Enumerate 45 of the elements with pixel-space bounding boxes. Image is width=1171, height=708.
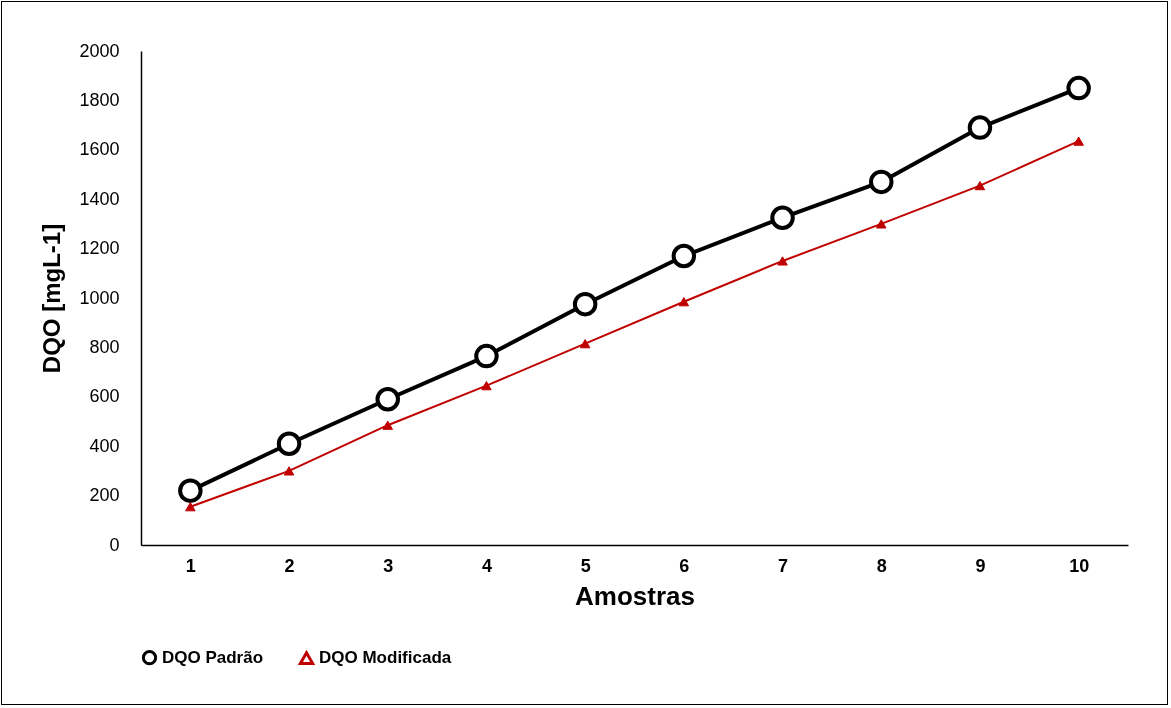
y-tick-label: 1400 xyxy=(79,188,120,209)
point xyxy=(178,478,203,503)
point xyxy=(474,343,499,369)
point xyxy=(579,339,591,349)
point xyxy=(1066,75,1091,101)
y-tick-label: 800 xyxy=(89,336,120,357)
y-tick-label: 1200 xyxy=(79,238,120,259)
point xyxy=(375,387,400,412)
y-tick-label: 1000 xyxy=(79,287,120,308)
x-tick-label: 10 xyxy=(1069,555,1090,576)
x-tick-label: 2 xyxy=(284,555,295,576)
point xyxy=(276,431,302,456)
point xyxy=(671,243,697,269)
x-tick-label: 6 xyxy=(679,555,690,576)
y-tick-label: 1600 xyxy=(79,139,120,160)
point xyxy=(967,115,993,140)
legend-label: DQO Padrão xyxy=(162,647,264,667)
point xyxy=(283,466,295,476)
y-tick-label: 1800 xyxy=(79,89,120,110)
y-tick-label: 2000 xyxy=(79,40,120,61)
point xyxy=(572,291,598,317)
point xyxy=(876,219,887,229)
x-tick-label: 9 xyxy=(975,555,986,576)
point xyxy=(869,169,894,195)
x-tick-label: 5 xyxy=(580,555,591,576)
point xyxy=(185,502,196,512)
x-axis-title: Amostras xyxy=(575,580,695,611)
y-tick-label: 0 xyxy=(109,534,120,555)
x-tick-label: 3 xyxy=(383,555,394,576)
x-tick-label: 4 xyxy=(481,555,492,576)
x-tick-label: 8 xyxy=(876,555,887,576)
y-axis-title: DQO [mgL-1] xyxy=(38,223,66,374)
point xyxy=(1073,136,1084,146)
legend-label: DQO Modificada xyxy=(319,648,452,668)
point xyxy=(777,256,788,266)
x-tick-label: 1 xyxy=(185,555,196,576)
y-tick-label: 600 xyxy=(89,386,120,407)
point xyxy=(770,205,795,230)
point xyxy=(481,381,492,391)
y-tick-label: 200 xyxy=(89,485,120,506)
x-tick-label: 7 xyxy=(778,555,789,576)
y-tick-label: 400 xyxy=(89,435,120,456)
point xyxy=(678,297,690,307)
point xyxy=(974,181,986,191)
point xyxy=(382,420,393,430)
